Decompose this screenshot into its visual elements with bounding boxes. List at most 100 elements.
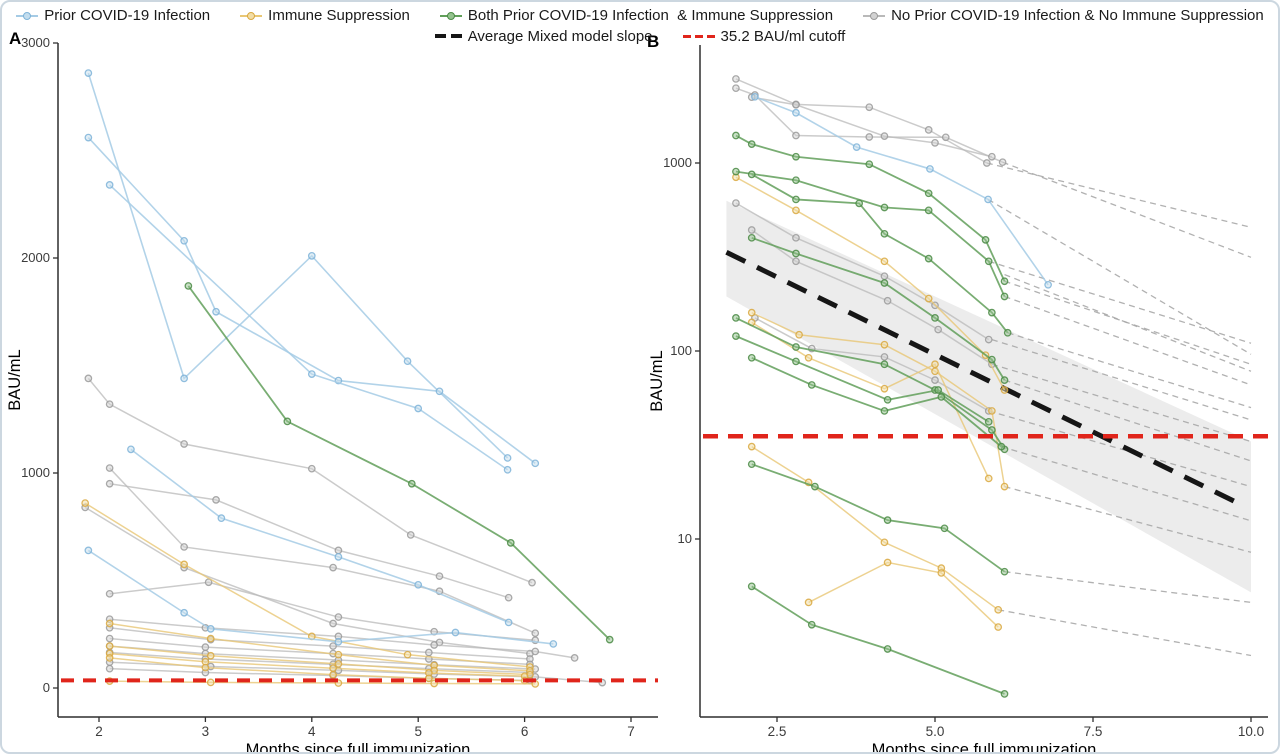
data-point-marker bbox=[747, 226, 756, 234]
data-point-marker bbox=[924, 189, 933, 198]
projection-line bbox=[988, 260, 1252, 344]
data-point-marker bbox=[329, 619, 337, 628]
data-point-marker bbox=[984, 195, 992, 204]
data-point-marker bbox=[605, 635, 614, 644]
data-point-marker bbox=[180, 543, 188, 551]
x-tick-label: 7.5 bbox=[1084, 724, 1103, 739]
legend-row-reference-lines: Average Mixed model slope 35.2 BAU/ml cu… bbox=[434, 26, 845, 47]
data-point-marker bbox=[531, 629, 540, 638]
data-point-marker bbox=[206, 634, 215, 643]
data-point-marker bbox=[414, 580, 423, 589]
projection-line bbox=[1004, 273, 1252, 372]
data-point-marker bbox=[430, 641, 439, 649]
data-point-marker bbox=[570, 654, 579, 662]
data-point-marker bbox=[180, 560, 188, 569]
data-point-marker bbox=[924, 294, 933, 303]
projection-line bbox=[1004, 485, 1252, 553]
data-point-marker bbox=[180, 236, 188, 245]
x-tick-label: 2 bbox=[95, 724, 103, 739]
patient-series-line bbox=[84, 506, 531, 655]
patient-series-line bbox=[109, 483, 509, 599]
data-point-marker bbox=[751, 92, 759, 101]
cutoff-dash-icon bbox=[682, 28, 715, 46]
data-point-marker bbox=[424, 674, 433, 683]
y-tick-label: 100 bbox=[670, 343, 692, 358]
data-point-marker bbox=[206, 625, 215, 633]
data-point-marker bbox=[792, 257, 800, 266]
panel-a-letter: A bbox=[9, 29, 22, 48]
y-axis-title: BAU/mL bbox=[648, 350, 666, 411]
projection-line bbox=[1004, 295, 1252, 386]
data-point-marker bbox=[792, 108, 800, 117]
data-point-marker bbox=[307, 252, 316, 260]
data-point-marker bbox=[105, 642, 114, 650]
data-point-marker bbox=[1000, 482, 1009, 491]
patient-series-line bbox=[751, 236, 1006, 381]
data-point-marker bbox=[792, 233, 800, 242]
data-point-marker bbox=[451, 628, 460, 637]
x-tick-label: 5 bbox=[414, 724, 422, 739]
data-point-marker bbox=[747, 582, 756, 591]
data-point-marker bbox=[931, 314, 939, 322]
data-point-marker bbox=[212, 307, 220, 316]
x-tick-label: 3 bbox=[202, 724, 210, 739]
legend-label: Both Prior COVID-19 Infection & Immune S… bbox=[467, 7, 834, 24]
data-point-marker bbox=[1000, 567, 1009, 576]
data-point-marker bbox=[1000, 292, 1009, 301]
data-point-marker bbox=[934, 386, 943, 394]
data-point-marker bbox=[732, 199, 740, 207]
data-point-marker bbox=[792, 176, 800, 185]
data-point-marker bbox=[931, 138, 939, 147]
x-tick-label: 6 bbox=[521, 724, 529, 739]
data-point-marker bbox=[792, 131, 800, 140]
data-point-marker bbox=[984, 335, 993, 344]
data-point-marker bbox=[329, 670, 337, 679]
x-tick-label: 4 bbox=[308, 724, 316, 739]
data-point-marker bbox=[792, 206, 800, 215]
legend: Prior COVID-19 Infection Immune Suppress… bbox=[2, 2, 1278, 47]
data-point-marker bbox=[84, 374, 93, 383]
data-point-marker bbox=[880, 340, 889, 349]
patient-series-line bbox=[109, 618, 575, 659]
data-point-marker bbox=[84, 133, 93, 142]
data-point-marker bbox=[334, 613, 343, 621]
data-point-marker bbox=[531, 647, 540, 656]
data-point-marker bbox=[792, 343, 800, 351]
data-point-marker bbox=[1000, 277, 1009, 286]
y-tick-label: 3000 bbox=[21, 35, 50, 50]
patient-series-line bbox=[754, 96, 1049, 286]
legend-item-both: Both Prior COVID-19 Infection & Immune S… bbox=[439, 7, 834, 24]
data-point-marker bbox=[880, 384, 889, 393]
data-point-marker bbox=[747, 170, 756, 179]
data-point-marker bbox=[792, 195, 800, 204]
data-point-marker bbox=[549, 640, 558, 648]
data-point-marker bbox=[105, 654, 114, 662]
y-axis-title: BAU/mL bbox=[6, 349, 24, 410]
data-point-marker bbox=[206, 678, 215, 687]
data-point-marker bbox=[865, 133, 874, 141]
data-point-marker bbox=[747, 140, 756, 148]
data-point-marker bbox=[934, 325, 943, 334]
data-point-marker bbox=[747, 460, 756, 469]
data-point-marker bbox=[807, 381, 816, 389]
data-point-marker bbox=[880, 538, 889, 547]
data-point-marker bbox=[988, 355, 996, 364]
average-slope-line bbox=[725, 250, 1240, 506]
data-point-marker bbox=[732, 314, 740, 322]
projection-line bbox=[986, 162, 1252, 228]
patient-series-line bbox=[87, 72, 509, 459]
y-tick-label: 1000 bbox=[663, 155, 692, 170]
data-point-marker bbox=[792, 100, 800, 109]
data-point-marker bbox=[403, 357, 412, 366]
data-point-marker bbox=[1003, 328, 1012, 337]
legend-label: Immune Suppression bbox=[268, 7, 410, 24]
data-point-marker bbox=[105, 479, 114, 488]
data-point-marker bbox=[506, 539, 515, 547]
both-series-marker-icon bbox=[439, 11, 462, 21]
data-point-marker bbox=[880, 132, 889, 140]
prior-covid-series-marker-icon bbox=[16, 11, 39, 21]
data-point-marker bbox=[84, 546, 93, 555]
legend-item-none: No Prior COVID-19 Infection & No Immune … bbox=[863, 7, 1264, 24]
patient-series-line bbox=[87, 377, 533, 584]
